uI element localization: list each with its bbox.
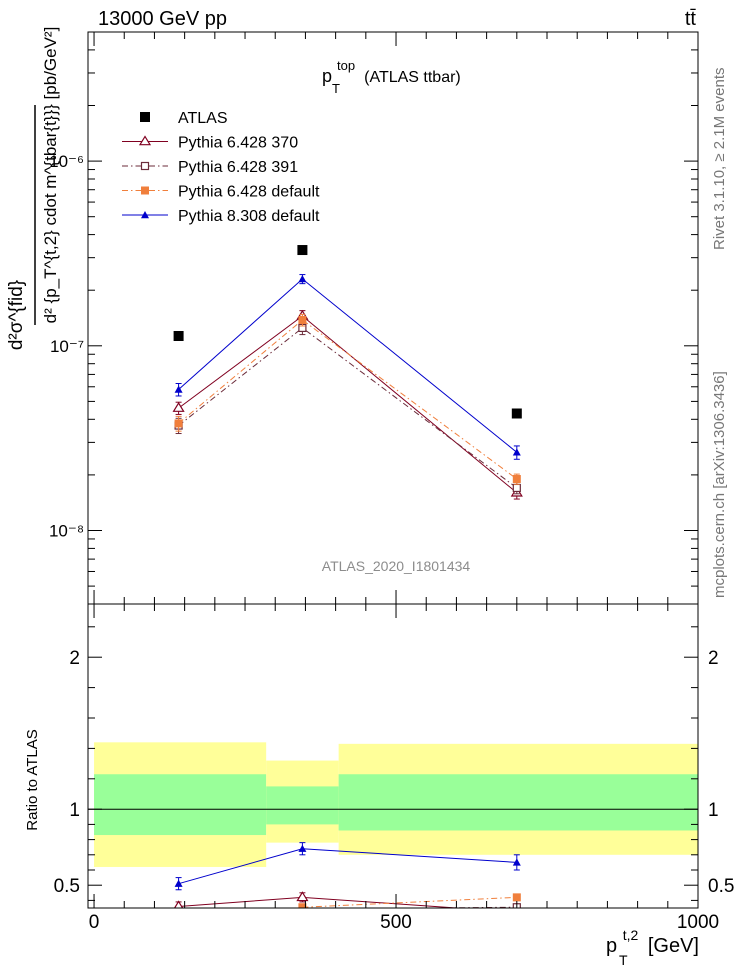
legend-marker-pythia-6-428-default (141, 186, 149, 195)
legend-marker-pythia-6-428-370 (138, 135, 152, 146)
ratio-line-pythia-6-428-default (302, 896, 517, 908)
legend-marker-pythia-6-428-391 (140, 161, 150, 171)
main-point-pythia-6-428-default (174, 419, 183, 428)
main-y-tick-label: 10⁻⁶ (49, 152, 84, 171)
x-axis-label-sup: t,2 (623, 927, 639, 943)
main-line-pythia-6-428-default (178, 319, 518, 480)
main-line-pythia-6-428-391 (178, 327, 518, 489)
main-point-pythia-8-308-default (174, 385, 183, 393)
mcplots-label: mcplots.cern.ch [arXiv:1306.3436] (711, 371, 728, 598)
main-y-tick-label: 10⁻⁸ (49, 522, 84, 541)
ratio-point-pythia-8-308-default (174, 879, 183, 887)
main-point-pythia-8-308-default (512, 448, 521, 456)
ratio-point-pythia-6-428-370 (296, 891, 309, 902)
ratio-band-green (266, 786, 339, 825)
main-point-pythia-6-428-default (298, 315, 307, 324)
main-title-sup: top (337, 58, 355, 73)
ratio-y-tick-label-right: 0.5 (708, 876, 734, 897)
main-point-pythia-6-428-default (512, 475, 521, 484)
main-point-atlas (511, 408, 522, 419)
legend-marker-pythia-8-308-default (141, 211, 149, 219)
ratio-axis-ticks: 0.5 0.5 1 1 2 2 0 500 1000 (54, 604, 734, 933)
ratio-y-tick-label-right: 2 (708, 648, 719, 669)
ratio-band-green (338, 774, 698, 831)
legend-label-atlas: ATLAS (178, 110, 228, 127)
x-tick-label: 0 (89, 912, 100, 933)
legend-label-pythia-6-428-default: Pythia 6.428 default (178, 184, 320, 201)
ratio-uncertainty-bands (94, 742, 698, 867)
main-y-tick-label: 10⁻⁷ (50, 337, 84, 356)
main-point-pythia-6-428-391 (512, 483, 521, 493)
main-line-pythia-6-428-370 (178, 315, 518, 494)
ratio-point-pythia-6-428-default (298, 903, 307, 908)
main-point-atlas (173, 330, 184, 341)
main-series-lines (178, 278, 518, 494)
x-axis-label: p t,2 [GeV] (606, 923, 699, 957)
header-energy-label: 13000 GeV pp (98, 8, 227, 30)
ratio-y-tick-label-left: 1 (69, 800, 80, 821)
main-point-pythia-6-428-370 (172, 401, 185, 412)
main-y-label-numerator: d²σ^{fid} (6, 280, 27, 350)
main-line-pythia-8-308-default (178, 278, 518, 453)
header-process-label: tt̄ (685, 8, 697, 30)
ratio-y-tick-label-left: 0.5 (54, 876, 80, 897)
ratio-point-pythia-6-428-370 (173, 900, 184, 908)
legend-label-pythia-6-428-370: Pythia 6.428 370 (178, 135, 298, 152)
main-point-pythia-8-308-default (298, 274, 307, 283)
main-axis-ticks: 10⁻⁸ 10⁻⁷ 10⁻⁶ (49, 31, 699, 605)
x-tick-label: 1000 (677, 912, 719, 933)
ratio-frame (87, 603, 699, 909)
legend-label-pythia-6-428-391: Pythia 6.428 391 (178, 159, 298, 176)
x-tick-label: 500 (380, 912, 412, 933)
main-point-atlas (297, 245, 308, 256)
ratio-point-pythia-8-308-default (512, 858, 521, 866)
rivet-label: Rivet 3.1.10, ≥ 2.1M events (711, 68, 728, 251)
main-title-rest: (ATLAS ttbar) (364, 69, 461, 86)
legend-marker-atlas (140, 112, 150, 122)
main-y-label-denominator: d² {p_T^{t,2} cdot m^{tbar{t}}} [pb/GeV²… (41, 27, 60, 324)
ratio-y-tick-label-right: 1 (708, 800, 719, 821)
x-axis-label-unit: [GeV] (648, 935, 699, 957)
x-axis-label-p: p (606, 935, 617, 957)
legend: ATLAS Pythia 6.428 370 Pythia 6.428 391 Pyt… (122, 110, 320, 225)
main-title-sub: T (332, 81, 340, 96)
ratio-point-pythia-8-308-default (298, 844, 307, 852)
main-title: p top (ATLAS ttbar) (322, 54, 461, 86)
main-title-p: p (322, 66, 332, 86)
x-axis-label-sub: T (619, 952, 628, 968)
ratio-y-tick-label-left: 2 (69, 648, 80, 669)
analysis-watermark: ATLAS_2020_I1801434 (322, 558, 471, 574)
ratio-y-label: Ratio to ATLAS (24, 729, 41, 830)
ratio-point-pythia-6-428-default (512, 893, 521, 902)
legend-label-pythia-8-308-default: Pythia 8.308 default (178, 208, 320, 225)
ratio-band-green (94, 774, 267, 836)
main-y-label: d²σ^{fid} d² {p_T^{t,2} cdot m^{tbar{t}}… (6, 27, 60, 350)
main-series-points (172, 245, 523, 500)
